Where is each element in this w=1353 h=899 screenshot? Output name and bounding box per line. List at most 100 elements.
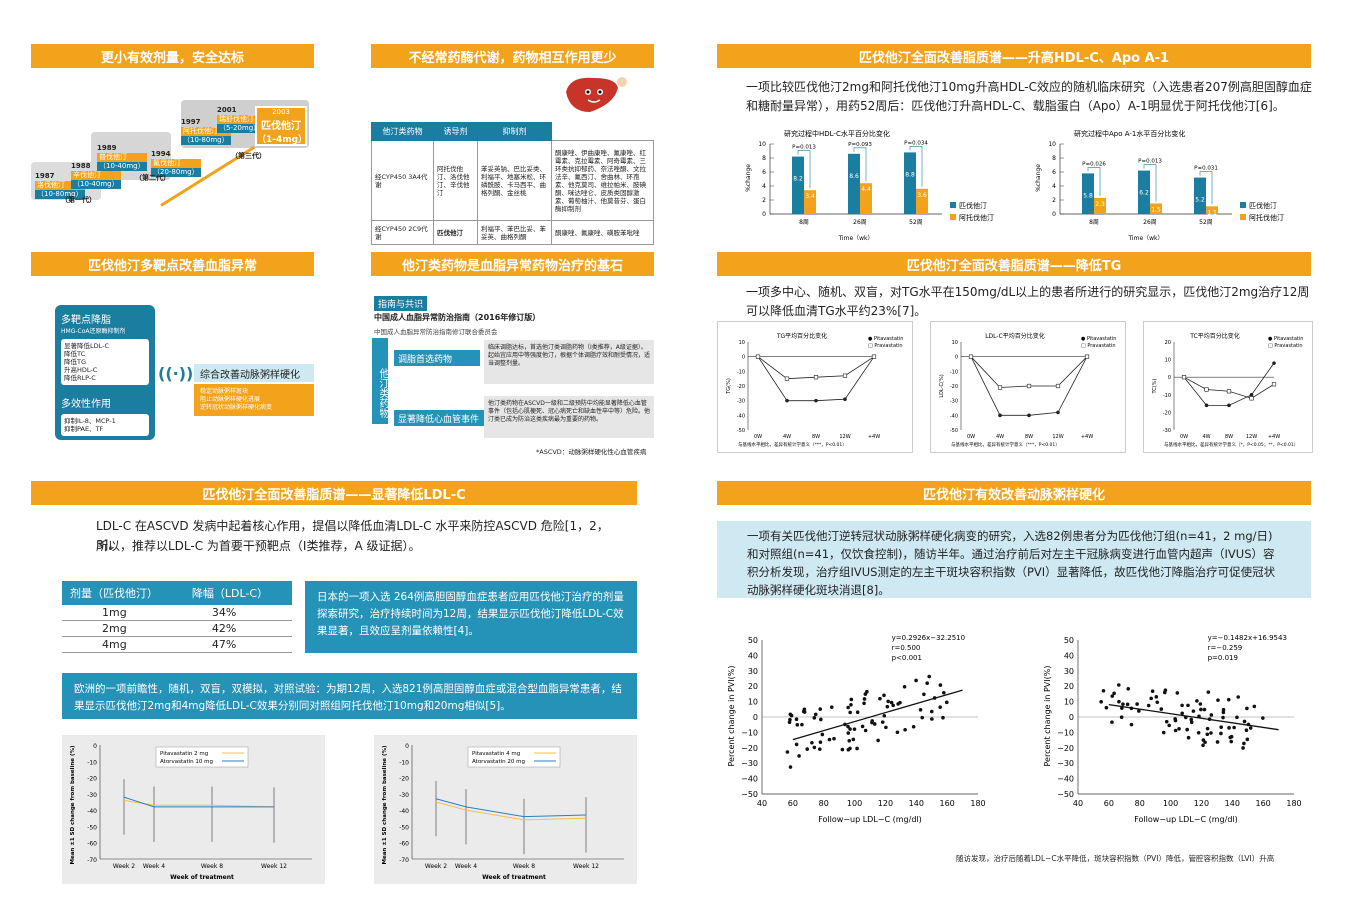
y-axis-label: Percent change in PVI(%)	[727, 666, 736, 767]
table-header: 抑制剂	[477, 122, 552, 141]
tick-label: -40	[950, 413, 958, 419]
data-label: 8.2	[793, 176, 803, 183]
tick-label: 0	[762, 211, 766, 218]
table-row: 4mg 47%	[62, 636, 292, 653]
data-point	[922, 692, 926, 697]
chart-title: LDL-C平均百分比变化	[985, 332, 1045, 340]
data-point	[795, 723, 800, 727]
data-point	[1248, 726, 1253, 730]
series-line	[123, 796, 274, 808]
pitavastatin-step: 2003 匹伐他汀 （1-4mg）	[255, 106, 308, 146]
p-value: p<0.001	[892, 654, 922, 662]
data-point	[847, 738, 852, 743]
data-point	[1175, 691, 1180, 695]
legend-label: □ Pravastatin	[868, 343, 903, 349]
tick-label: -30	[950, 399, 958, 405]
legend-label: Atorvastatin 10 mg	[160, 759, 213, 765]
p-value: p=0.019	[1208, 654, 1238, 662]
p-value: P=0.013	[792, 145, 816, 151]
data-point	[918, 707, 923, 712]
data-point	[832, 736, 836, 741]
series-line	[970, 356, 1088, 388]
data-point	[812, 716, 817, 720]
tick-label: 4	[762, 183, 766, 190]
ldl-chart: LDL-C平均百分比变化 -50 -40 -30 -20 -10 0 10 0W 4W 8W 12W +…	[930, 321, 1126, 453]
data-point	[1261, 716, 1265, 720]
data-label: 8.6	[849, 173, 859, 180]
data-point	[1110, 694, 1115, 698]
correlation: r=0.500	[892, 644, 921, 652]
bar-b	[1150, 203, 1162, 214]
statin-step: 2001 瑞舒伐他汀 （5-20mg）	[217, 106, 263, 133]
data-point	[849, 702, 853, 707]
data-point	[755, 354, 761, 359]
legend-label: 匹伐他汀	[959, 201, 987, 210]
data-point	[885, 704, 890, 709]
y-axis-label: Percent change in PVI(%)	[1043, 666, 1052, 767]
sig-bracket	[1199, 171, 1213, 205]
tick-label: 20	[748, 682, 758, 691]
sig-bracket	[909, 146, 923, 187]
japan-study-box: 日本的一项入选 264例高胆固醇血症患者应用匹伐他汀治疗的剂量探索研究，治疗持续…	[305, 581, 637, 653]
legend-label: Atorvastatin 20 mg	[472, 759, 525, 765]
data-point	[818, 707, 823, 711]
tick-label: 180	[970, 799, 985, 808]
data-point	[1164, 719, 1169, 724]
data-point	[1177, 726, 1181, 731]
tick-label: -30	[399, 792, 409, 799]
tick-label: 10	[952, 340, 958, 346]
header-hdl: 匹伐他汀全面改善脂质谱——升高HDL-C、Apo A-1	[717, 44, 1311, 68]
signal-icon: ((·))	[158, 364, 194, 383]
data-point	[1249, 396, 1254, 401]
data-point	[1245, 737, 1250, 742]
data-point	[785, 398, 789, 403]
header-dose: 更小有效剂量，安全达标	[31, 44, 314, 68]
tick-label: -20	[950, 384, 958, 390]
p-value: P=0.093	[848, 142, 872, 148]
data-point	[902, 684, 907, 689]
tick-label: -20	[1163, 410, 1171, 416]
list-item: 抑制IL-8、MCP-1	[64, 417, 116, 425]
tick-label: 8W	[1025, 434, 1033, 440]
tick-label: -10	[87, 759, 97, 766]
p-value: P=0.031	[1194, 166, 1218, 172]
data-point	[878, 696, 882, 701]
tick-label: 40	[748, 651, 758, 660]
guide-tag: 指南与共识	[374, 296, 428, 311]
legend-label: Pitavastatin 4 mg	[472, 751, 520, 757]
x-axis-label: Follow−up LDL−C (mg/dl)	[818, 815, 922, 824]
sig-bracket	[1087, 167, 1101, 196]
data-point	[1201, 738, 1206, 742]
statin-staircase: 1987 洛伐他汀 （10-80mg） 1988 辛伐他汀 （10-40mg） 1989 普伐…	[31, 100, 314, 210]
gen3-label: （第三代）	[231, 152, 266, 160]
bar-a	[904, 152, 916, 214]
table-header: 他汀类药物	[371, 122, 434, 141]
tick-label: 60	[1104, 799, 1114, 808]
tick-label: 120	[1194, 799, 1209, 808]
tick-label: 160	[1256, 799, 1271, 808]
data-point	[784, 376, 790, 381]
data-point	[895, 730, 900, 735]
data-point	[1209, 731, 1213, 735]
data-point	[1271, 382, 1277, 387]
tick-label: -70	[87, 857, 97, 864]
chart-title: 研究过程中HDL-C水平百分比变化	[784, 129, 890, 138]
data-point	[1201, 743, 1205, 748]
tick-label: 4W	[783, 434, 791, 440]
legend-label: ● Pitavastatin	[1081, 336, 1116, 342]
data-point	[1242, 719, 1247, 724]
data-point	[886, 699, 890, 704]
data-point	[914, 678, 918, 683]
correlation: r=−0.259	[1208, 644, 1243, 652]
legend-swatch	[1240, 202, 1246, 208]
atherosclerosis-list: 稳定动脉粥样斑块 阻止动脉粥样硬化进展 逆转冠状动脉粥样硬化病变	[194, 384, 314, 416]
tick-label: 30	[748, 667, 758, 676]
data-point	[903, 727, 907, 732]
legend-box	[155, 746, 249, 768]
table-header: 降幅（LDL-C）	[183, 581, 292, 605]
data-point	[1219, 731, 1223, 736]
tick-label: −30	[741, 759, 758, 768]
data-point	[1227, 726, 1231, 730]
data-point	[819, 717, 823, 722]
